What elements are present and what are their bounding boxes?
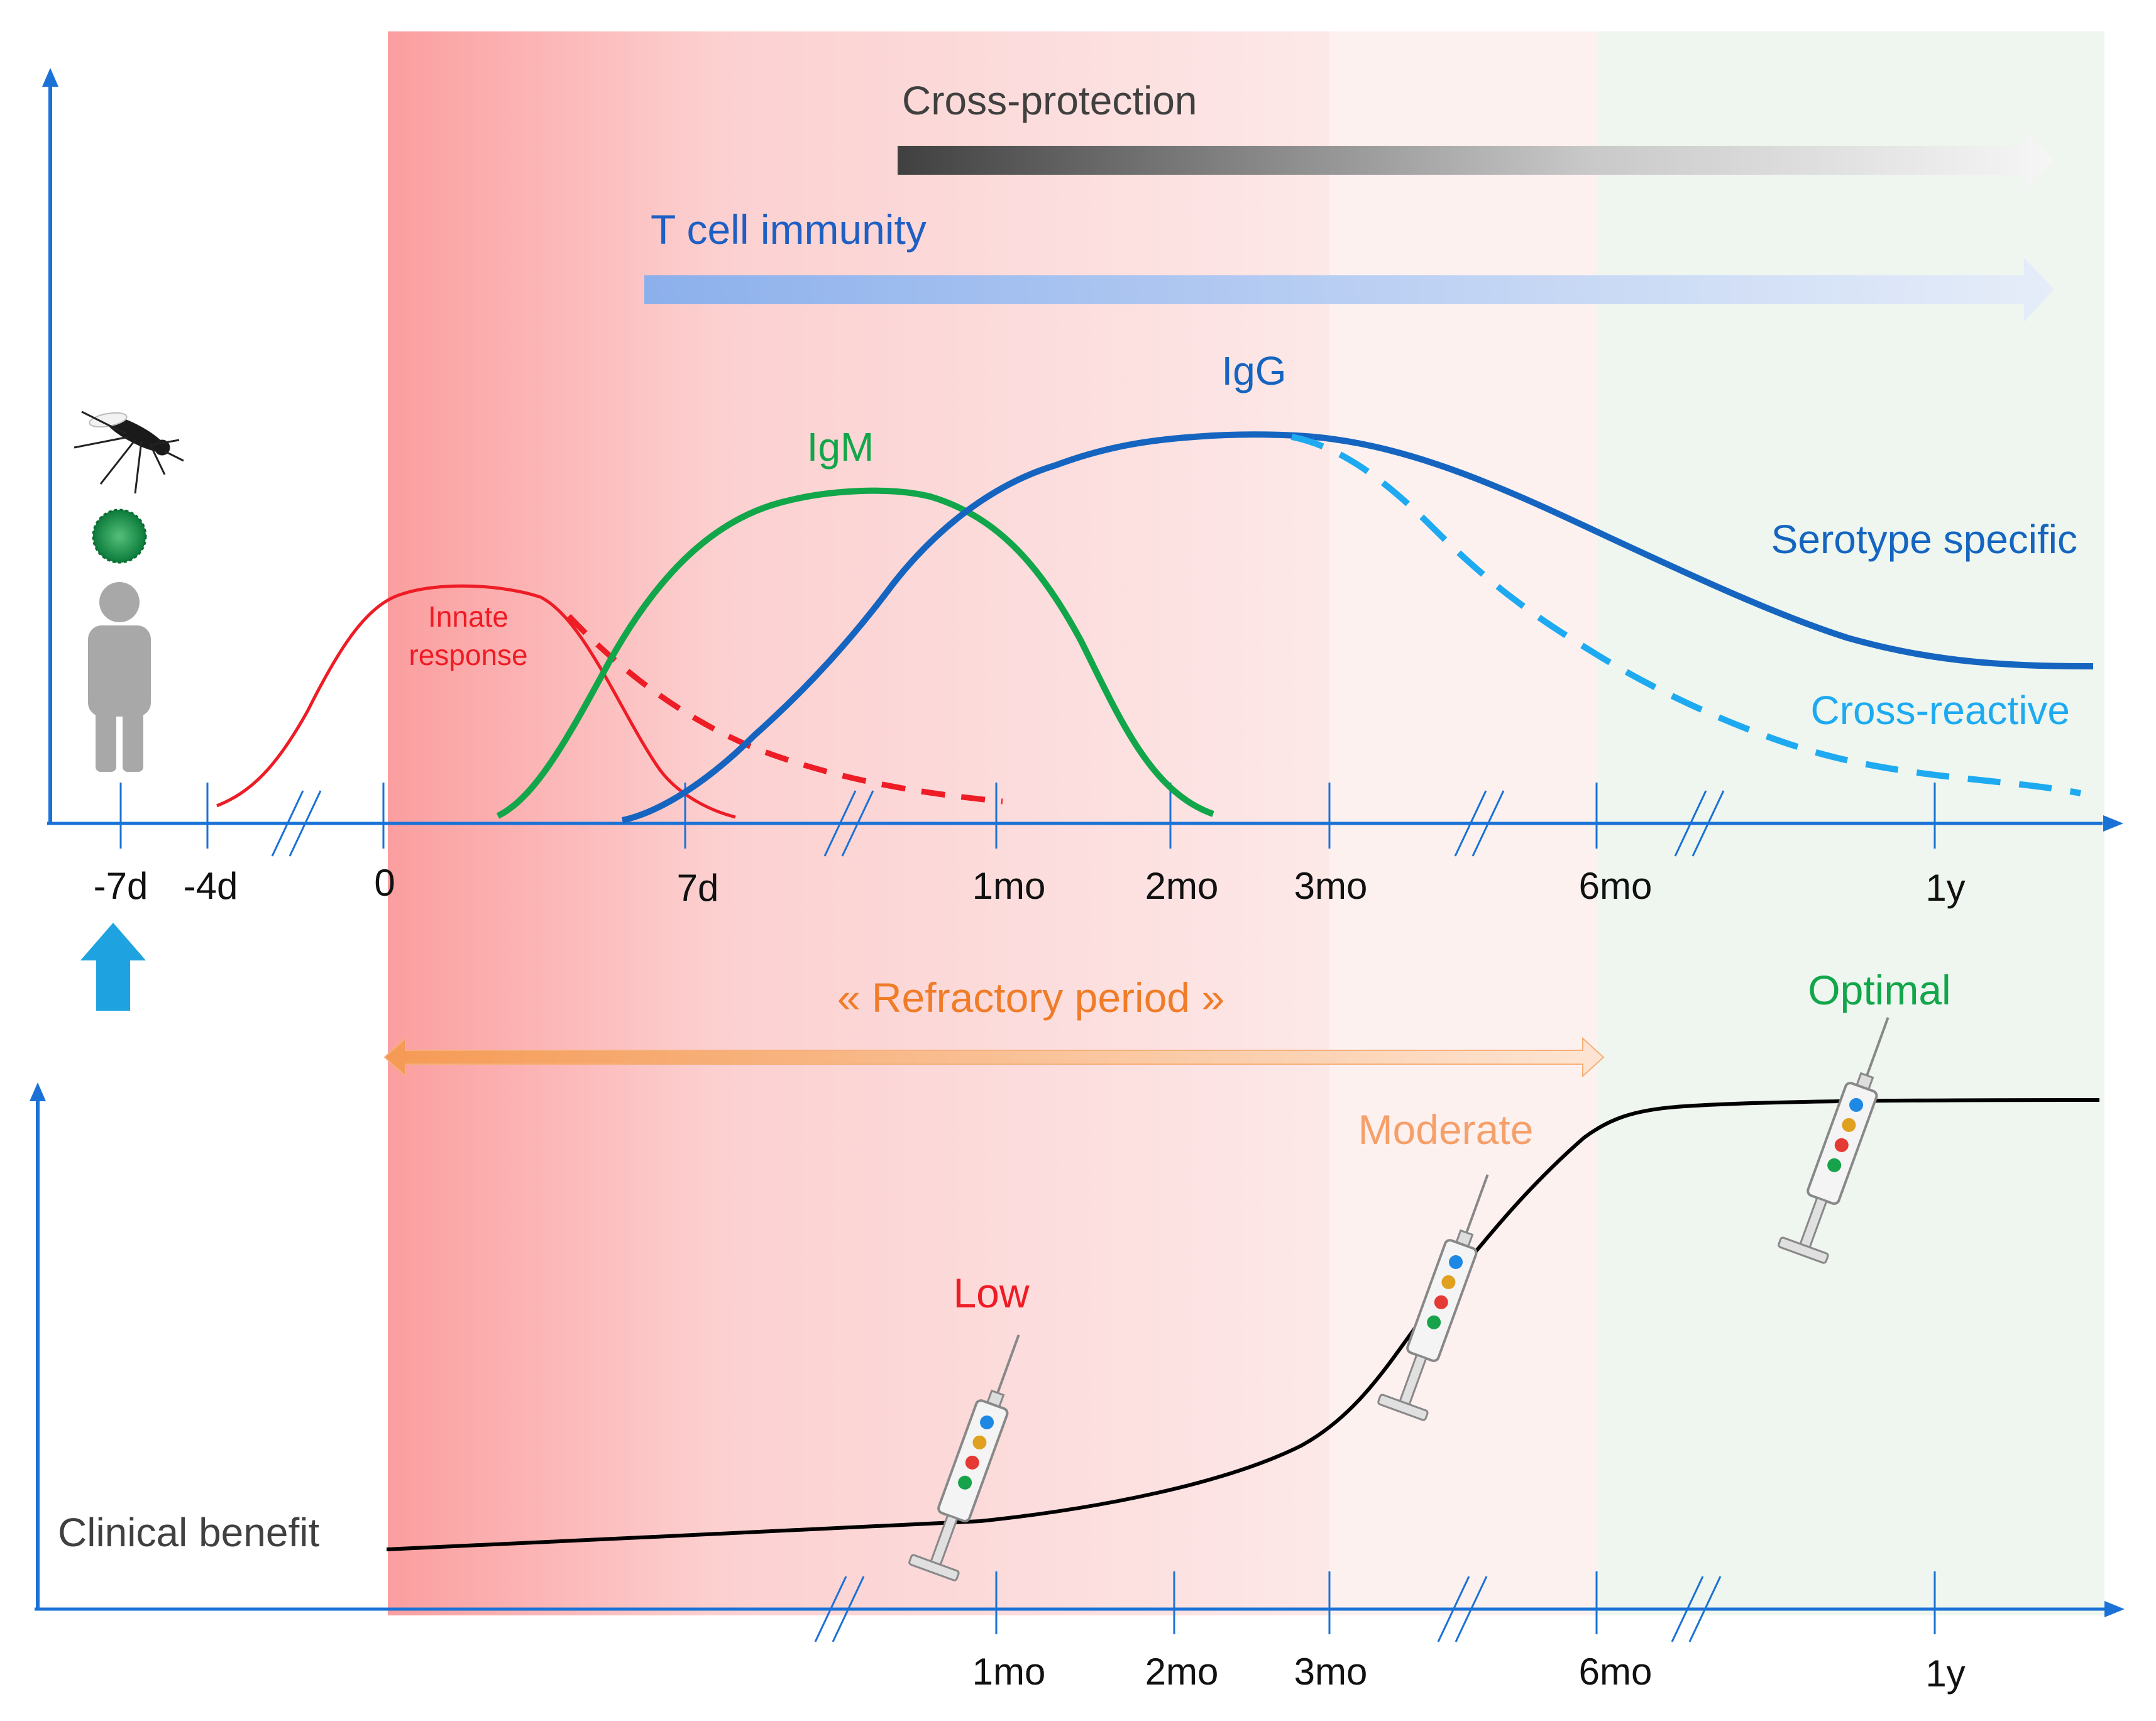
top-y-axis-arrow bbox=[42, 68, 58, 87]
syringe-icon-optimal bbox=[1778, 1017, 1889, 1264]
cross-protection-label: Cross-protection bbox=[902, 78, 1197, 123]
low-label: Low bbox=[953, 1270, 1029, 1316]
left-icons bbox=[74, 410, 184, 1011]
bottom-x-axis-arrow bbox=[2104, 1601, 2125, 1617]
tick-label: 7d bbox=[677, 867, 719, 909]
axis-break bbox=[1437, 1576, 1470, 1642]
serotype-specific-curve bbox=[1313, 434, 2094, 669]
bottom-axis-tick-marks bbox=[995, 1571, 1936, 1634]
igm-label: IgM bbox=[807, 424, 874, 470]
igg-curve bbox=[621, 431, 1314, 823]
top-x-axis-arrow bbox=[2103, 815, 2123, 832]
axis-break bbox=[841, 790, 874, 857]
tick-label: -4d bbox=[184, 865, 238, 907]
clinical-benefit-curve bbox=[386, 1098, 2100, 1551]
innate-response-curve bbox=[216, 584, 736, 819]
tick-label: 6mo bbox=[1579, 1651, 1653, 1693]
t-cell-immunity-label: T cell immunity bbox=[651, 206, 927, 253]
innate-label-line2: response bbox=[409, 639, 527, 671]
cross-protection-arrow: Cross-protection bbox=[898, 78, 2054, 192]
axis-break bbox=[1688, 1576, 1722, 1642]
cross-reactive-dashed-curve bbox=[1291, 434, 2081, 796]
tick-label: 1y bbox=[1925, 867, 1965, 909]
tick-label: 1y bbox=[1925, 1652, 1965, 1695]
up-arrow-icon bbox=[80, 923, 146, 1011]
bottom-y-axis-arrow bbox=[30, 1082, 46, 1101]
igm-curve bbox=[496, 487, 1214, 819]
axis-break bbox=[814, 1576, 847, 1642]
tick-label: 0 bbox=[374, 862, 395, 904]
axis-break bbox=[289, 790, 322, 857]
igg-label: IgG bbox=[1221, 348, 1286, 393]
t-cell-immunity-arrow: T cell immunity bbox=[644, 206, 2054, 322]
axis-break bbox=[1471, 790, 1505, 857]
axis-break bbox=[832, 1576, 865, 1642]
tick-label: 3mo bbox=[1294, 865, 1368, 907]
axis-break bbox=[823, 790, 857, 857]
cross-protection-bar bbox=[898, 129, 2054, 192]
t-cell-immunity-bar bbox=[644, 258, 2054, 322]
mosquito-icon bbox=[74, 410, 184, 494]
tick-label: 2mo bbox=[1145, 1651, 1219, 1693]
serotype-specific-label: Serotype specific bbox=[1771, 517, 2077, 562]
bottom-panel: 1mo 2mo 3mo 6mo 1y Clinical benefit bbox=[30, 1017, 2125, 1695]
refractory-period-arrow: « Refractory period » bbox=[383, 974, 1605, 1078]
refractory-period-bar bbox=[383, 1036, 1605, 1078]
tick-label: 2mo bbox=[1145, 865, 1219, 907]
tick-label: -7d bbox=[94, 865, 148, 907]
axis-break bbox=[1691, 790, 1725, 857]
optimal-label: Optimal bbox=[1808, 967, 1950, 1013]
top-axis-tick-labels: -7d -4d 0 7d 1mo 2mo 3mo 6mo 1y bbox=[94, 862, 1966, 909]
tick-label: 1mo bbox=[972, 1651, 1046, 1693]
axis-break bbox=[1674, 790, 1707, 857]
syringe-icon-moderate bbox=[1377, 1174, 1489, 1421]
top-axis-breaks bbox=[271, 790, 1725, 857]
tick-label: 3mo bbox=[1294, 1651, 1368, 1693]
innate-label-line1: Innate bbox=[428, 600, 509, 633]
tick-label: 1mo bbox=[972, 865, 1046, 907]
person-icon bbox=[88, 582, 151, 772]
refractory-period-label: « Refractory period » bbox=[837, 974, 1224, 1021]
moderate-label: Moderate bbox=[1358, 1106, 1534, 1153]
bottom-axis-tick-labels: 1mo 2mo 3mo 6mo 1y bbox=[972, 1651, 1966, 1695]
axis-break bbox=[1454, 790, 1487, 857]
virus-icon bbox=[92, 509, 147, 564]
tick-label: 6mo bbox=[1579, 865, 1653, 907]
top-panel: -7d -4d 0 7d 1mo 2mo 3mo 6mo 1y Cross-pr… bbox=[42, 68, 2123, 909]
axis-break bbox=[1671, 1576, 1704, 1642]
innate-decline-dashed-curve bbox=[566, 613, 1003, 805]
syringe-icon-low bbox=[908, 1334, 1020, 1581]
axis-break bbox=[271, 790, 304, 857]
top-axis-tick-marks bbox=[119, 783, 1936, 849]
clinical-benefit-label: Clinical benefit bbox=[58, 1510, 319, 1555]
cross-reactive-label: Cross-reactive bbox=[1810, 688, 2070, 733]
bottom-axis-breaks bbox=[814, 1576, 1722, 1642]
axis-break bbox=[1455, 1576, 1488, 1642]
